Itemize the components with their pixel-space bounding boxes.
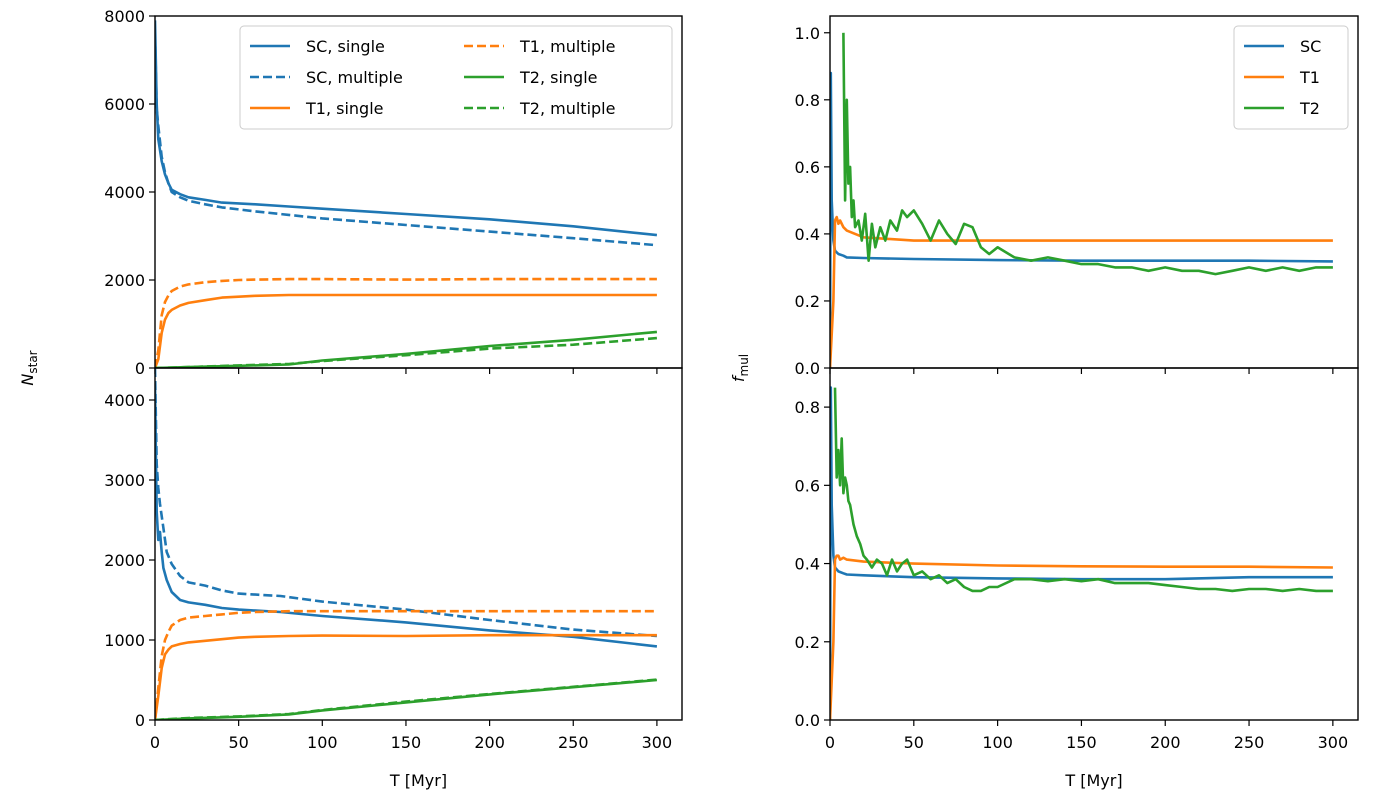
ytick-label: 2000 xyxy=(104,551,145,570)
axes-frame-bottom-left xyxy=(154,367,683,721)
xtick-label: 100 xyxy=(307,733,338,752)
xtick-label: 250 xyxy=(1234,733,1265,752)
series-line-top-right-0 xyxy=(830,71,1333,368)
legend-label: SC, multiple xyxy=(306,68,403,87)
legend: SC T1 T2 xyxy=(1233,25,1349,130)
xtick-label: 300 xyxy=(1318,733,1349,752)
xaxis-label: T [Myr] xyxy=(1064,771,1122,790)
ytick-label: 8000 xyxy=(104,7,145,26)
ylabel-right-sub: mul xyxy=(737,354,751,377)
panel-bottom-left: 0 1000 2000 3000 4000 0 50 100 150 200 250 300 T [My… xyxy=(104,367,683,790)
ytick-label: 1000 xyxy=(104,631,145,650)
series-line-top-left-1 xyxy=(155,33,658,247)
xtick-label: 200 xyxy=(1150,733,1181,752)
ytick-label: 0.2 xyxy=(795,292,820,311)
series-line-top-right-1 xyxy=(830,215,1333,368)
xtick-label: 50 xyxy=(904,733,924,752)
ytick-label: 6000 xyxy=(104,95,145,114)
ytick-label: 0.4 xyxy=(795,225,820,244)
xtick-label: 0 xyxy=(150,733,160,752)
series-line-bottom-left-5 xyxy=(155,678,658,720)
xtick-label: 0 xyxy=(825,733,835,752)
legend-label: T2, multiple xyxy=(519,99,615,118)
panel-top-right: 0.0 0.2 0.4 0.6 0.8 1.0 SC T1 T2 xyxy=(795,15,1359,378)
series-group xyxy=(830,386,1333,720)
ytick-label: 0.6 xyxy=(795,158,820,177)
ytick-label: 0.4 xyxy=(795,555,820,574)
ytick-label: 3000 xyxy=(104,471,145,490)
ytick-label: 0.0 xyxy=(795,359,820,378)
ytick-label: 0 xyxy=(135,711,145,730)
xtick-label: 200 xyxy=(474,733,505,752)
ytick-label: 4000 xyxy=(104,183,145,202)
ytick-label: 0 xyxy=(135,359,145,378)
legend-label: SC xyxy=(1300,37,1321,56)
legend-label: T1, multiple xyxy=(519,37,615,56)
ylabel-left-main: N xyxy=(18,374,37,386)
ytick-label: 0.8 xyxy=(795,398,820,417)
legend-label: T1 xyxy=(1299,68,1320,87)
xaxis-label: T [Myr] xyxy=(389,771,447,790)
series-group xyxy=(830,32,1333,368)
series-line-bottom-left-1 xyxy=(155,368,657,638)
ylabel-right-main: f xyxy=(729,374,748,382)
series-line-top-left-2 xyxy=(155,293,657,368)
series-line-top-left-4 xyxy=(155,330,658,368)
legend-label: T2 xyxy=(1299,99,1320,118)
series-line-top-right-2 xyxy=(842,32,1333,276)
series-line-bottom-left-0 xyxy=(155,383,658,648)
ytick-label: 0.8 xyxy=(795,91,820,110)
xtick-label: 150 xyxy=(1066,733,1097,752)
series-line-bottom-left-2 xyxy=(155,633,657,720)
panel-bottom-right: 0.0 0.2 0.4 0.6 0.8 0 50 100 150 200 250 300 T [Myr] xyxy=(795,367,1359,790)
legend-box xyxy=(1233,25,1349,130)
series-line-bottom-right-0 xyxy=(830,386,1333,720)
ytick-label: 0.2 xyxy=(795,633,820,652)
legend-label: T1, single xyxy=(305,99,384,118)
ytick-label: 4000 xyxy=(104,391,145,410)
ytick-label: 0.6 xyxy=(795,476,820,495)
series-line-bottom-right-2 xyxy=(833,387,1333,593)
xtick-label: 150 xyxy=(391,733,422,752)
ytick-label: 2000 xyxy=(104,271,145,290)
ytick-label: 0.0 xyxy=(795,711,820,730)
legend: SC, single SC, multiple T1, single T1, mult… xyxy=(239,25,673,130)
ytick-label: 1.0 xyxy=(795,24,820,43)
axes-frame-bottom-right xyxy=(829,367,1359,721)
ylabel-left-sub: star xyxy=(26,350,40,373)
legend-label: SC, single xyxy=(306,37,385,56)
legend-label: T2, single xyxy=(519,68,598,87)
series-group xyxy=(155,20,658,368)
xtick-label: 50 xyxy=(228,733,248,752)
legend-box xyxy=(239,25,673,130)
panel-top-left: 0 2000 4000 6000 8000 SC, single SC, multiple T… xyxy=(104,7,683,378)
xtick-label: 300 xyxy=(642,733,673,752)
series-group xyxy=(155,368,658,720)
ylabel-left: Nstar xyxy=(18,350,40,385)
xtick-label: 250 xyxy=(558,733,589,752)
xtick-label: 100 xyxy=(982,733,1013,752)
series-line-bottom-right-1 xyxy=(830,554,1333,720)
series-line-top-left-3 xyxy=(155,277,657,368)
series-line-top-left-5 xyxy=(155,336,658,368)
ylabel-right: fmul xyxy=(729,354,751,382)
